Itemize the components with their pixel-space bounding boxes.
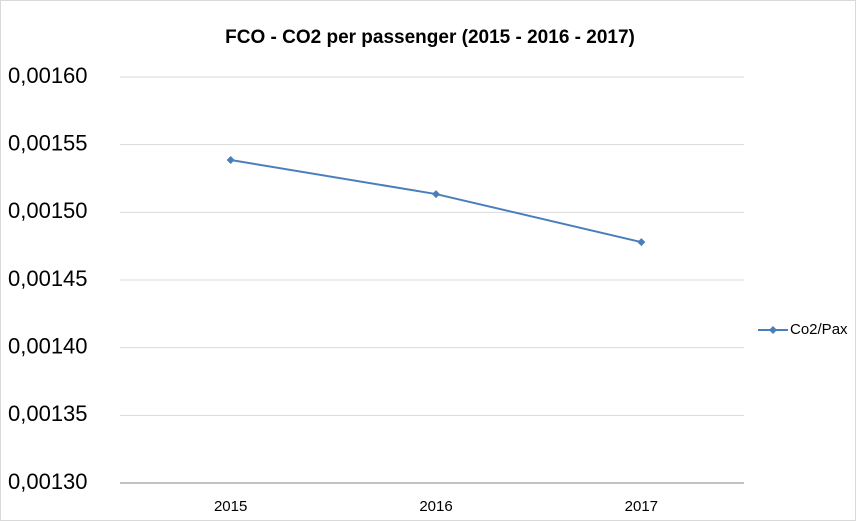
marker (432, 190, 440, 199)
chart-title: FCO - CO2 per passenger (2015 - 2016 - 2… (225, 27, 635, 48)
legend-label: Co2/Pax (790, 321, 848, 338)
y-tick-label: 0,00150 (8, 198, 88, 223)
x-tick-label: 2017 (625, 498, 658, 515)
legend-marker (769, 326, 777, 334)
y-tick-label: 0,00155 (8, 130, 88, 155)
marker (226, 155, 235, 164)
x-tick-label: 2015 (214, 498, 247, 515)
y-tick-label: 0,00140 (8, 333, 88, 358)
y-tick-label: 0,00160 (8, 63, 88, 88)
y-tick-label: 0,00135 (8, 401, 88, 426)
x-tick-label: 2016 (419, 498, 452, 515)
marker (637, 238, 646, 247)
y-tick-label: 0,00145 (8, 266, 88, 291)
y-tick-label: 0,00130 (8, 469, 88, 494)
